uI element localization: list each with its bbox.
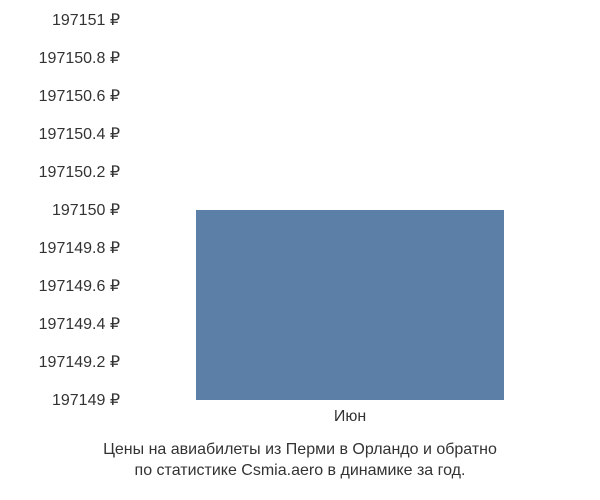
- y-tick-label: 197149.4 ₽: [39, 314, 120, 334]
- chart-container: 197151 ₽ 197150.8 ₽ 197150.6 ₽ 197150.4 ₽ 19…: [0, 0, 600, 500]
- y-tick-label: 197151 ₽: [52, 10, 120, 30]
- y-tick-label: 197150.4 ₽: [39, 124, 120, 144]
- bar: [196, 210, 504, 400]
- chart-caption: Цены на авиабилеты из Перми в Орландо и …: [0, 439, 600, 482]
- caption-line-2: по статистике Csmia.aero в динамике за г…: [135, 462, 466, 479]
- y-tick-label: 197150.2 ₽: [39, 162, 120, 182]
- plot-area: Июн: [130, 20, 570, 400]
- y-tick-label: 197149.6 ₽: [39, 276, 120, 296]
- x-tick-label: Июн: [334, 408, 366, 426]
- y-tick-label: 197149.2 ₽: [39, 352, 120, 372]
- y-tick-label: 197150.8 ₽: [39, 48, 120, 68]
- y-axis: 197151 ₽197150.8 ₽197150.6 ₽197150.4 ₽19…: [0, 20, 125, 400]
- y-tick-label: 197149 ₽: [52, 390, 120, 410]
- y-tick-label: 197150.6 ₽: [39, 86, 120, 106]
- caption-line-1: Цены на авиабилеты из Перми в Орландо и …: [103, 441, 497, 458]
- y-tick-label: 197149.8 ₽: [39, 238, 120, 258]
- y-tick-label: 197150 ₽: [52, 200, 120, 220]
